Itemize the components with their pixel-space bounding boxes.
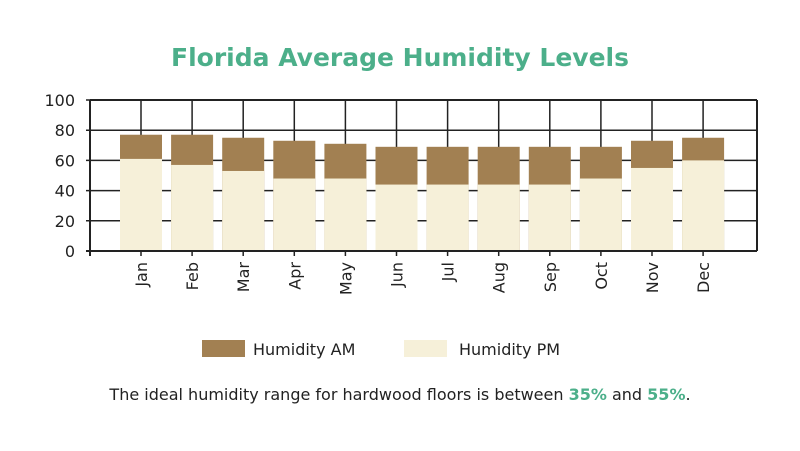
x-tick-label: Jul bbox=[439, 262, 458, 282]
bar-pm-mar bbox=[222, 170, 265, 251]
legend-label-pm: Humidity PM bbox=[459, 340, 560, 359]
footer-low: 35% bbox=[568, 385, 607, 404]
y-tick-label: 100 bbox=[44, 91, 75, 110]
bar-pm-feb bbox=[171, 164, 214, 251]
bar-pm-sep bbox=[528, 184, 571, 251]
footer-middle: and bbox=[606, 385, 648, 404]
x-tick-label: Nov bbox=[643, 262, 662, 293]
x-tick-label: May bbox=[336, 262, 355, 295]
bar-pm-dec bbox=[682, 160, 725, 251]
y-tick-label: 20 bbox=[55, 212, 75, 231]
footer-prefix: The ideal humidity range for hardwood fl… bbox=[109, 385, 569, 404]
x-tick-label: Jan bbox=[132, 262, 151, 288]
y-tick-label: 0 bbox=[65, 242, 75, 261]
bar-pm-jun bbox=[375, 184, 418, 251]
bar-pm-apr bbox=[273, 178, 316, 251]
legend: Humidity AM Humidity PM bbox=[202, 340, 560, 359]
bar-pm-aug bbox=[477, 184, 520, 251]
x-tick-label: Jun bbox=[388, 262, 407, 288]
legend-label-am: Humidity AM bbox=[253, 340, 355, 359]
x-tick-label: Feb bbox=[183, 262, 202, 290]
axes bbox=[86, 99, 758, 256]
y-tick-labels: 0 20 40 60 80 100 bbox=[44, 91, 75, 261]
footer-high: 55% bbox=[647, 385, 686, 404]
y-tick-label: 40 bbox=[55, 182, 75, 201]
x-tick-label: Dec bbox=[694, 262, 713, 293]
x-tick-label: Oct bbox=[592, 262, 611, 290]
y-tick-label: 80 bbox=[55, 121, 75, 140]
y-tick-label: 60 bbox=[55, 151, 75, 170]
x-tick-labels: Jan Feb Mar Apr May Jun Jul Aug Sep Oct Nov Dec bbox=[132, 262, 713, 296]
bar-pm-oct bbox=[579, 178, 622, 251]
chart-title: Florida Average Humidity Levels bbox=[171, 43, 629, 72]
footer-suffix: . bbox=[685, 385, 691, 404]
bars bbox=[120, 134, 725, 251]
bar-pm-jul bbox=[426, 184, 469, 251]
legend-swatch-pm bbox=[404, 340, 447, 357]
x-tick-label: Sep bbox=[541, 262, 560, 292]
x-tick-label: Aug bbox=[490, 262, 509, 293]
x-tick-label: Mar bbox=[234, 262, 253, 293]
bar-pm-may bbox=[324, 178, 367, 251]
bar-pm-nov bbox=[631, 167, 673, 251]
x-tick-label: Apr bbox=[285, 262, 304, 290]
bar-pm-jan bbox=[120, 158, 162, 251]
legend-swatch-am bbox=[202, 340, 245, 357]
footer-note: The ideal humidity range for hardwood fl… bbox=[0, 385, 800, 404]
